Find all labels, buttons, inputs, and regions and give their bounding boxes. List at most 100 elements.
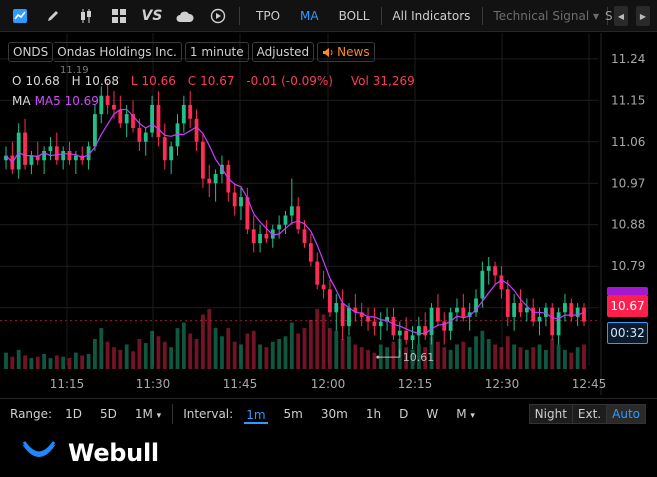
range-1m-dropdown[interactable]: 1M ▾ <box>126 407 170 421</box>
volume-bar <box>315 309 320 369</box>
all-indicators-button[interactable]: All Indicators <box>392 8 471 23</box>
volume-bar <box>512 344 517 369</box>
brand-footer: Webull <box>0 429 657 477</box>
candle-body <box>232 192 237 207</box>
draw-icon[interactable] <box>40 5 66 27</box>
technical-signal-dropdown[interactable]: Technical Signal ▾ <box>483 9 603 23</box>
adjusted-chip[interactable]: Adjusted <box>251 42 315 62</box>
ma-label[interactable]: MA <box>12 94 31 108</box>
candlestick-icon[interactable] <box>73 5 99 27</box>
news-chip[interactable]: News <box>317 42 375 62</box>
candle-body <box>366 316 370 322</box>
candle-body <box>99 95 104 115</box>
volume-bar <box>220 336 224 369</box>
candle-body <box>162 137 167 161</box>
volume-bar <box>486 339 491 369</box>
boll-button[interactable]: BOLL <box>338 8 370 23</box>
candle-body <box>270 229 275 239</box>
candle-body <box>493 266 497 276</box>
interval-w-button[interactable]: W <box>426 406 439 421</box>
candle-body <box>200 141 205 179</box>
volume-bar <box>289 322 294 369</box>
x-tick-label: 11:15 <box>50 377 85 391</box>
volume-bar <box>48 358 53 369</box>
candle-body <box>486 266 491 271</box>
candle-body <box>188 104 193 119</box>
open-label: O <box>12 74 22 88</box>
range-label: Range: <box>10 406 53 421</box>
ma-button[interactable]: MA <box>300 8 319 23</box>
scroll-left-icon[interactable]: ◀ <box>614 6 628 26</box>
candle-body <box>105 95 110 105</box>
candle-body <box>61 151 66 161</box>
volume-bar <box>537 344 542 369</box>
range-5d-button[interactable]: 5D <box>99 406 117 421</box>
ma-readout: MA MA5 10.69 <box>12 94 99 108</box>
candlestick-chart[interactable]: 11.24 11.15 11.06 10.97 10.88 10.79 11:15 11:30… <box>0 33 657 395</box>
interval-chip[interactable]: 1 minute <box>184 42 249 62</box>
range-1m-label: 1M <box>134 406 153 421</box>
volume-bar <box>150 330 154 369</box>
candle-body <box>73 155 78 161</box>
candle-body <box>347 307 351 327</box>
candle-body <box>423 326 428 336</box>
candle-body <box>499 275 504 290</box>
replay-icon[interactable] <box>205 5 231 27</box>
candle-body <box>359 312 364 317</box>
volume-bar <box>162 341 167 369</box>
session-auto-button[interactable]: Auto <box>607 405 645 423</box>
interval-1h-button[interactable]: 1h <box>365 406 382 421</box>
y-tick-label: 10.79 <box>611 259 645 273</box>
weather-icon[interactable] <box>172 5 198 27</box>
x-tick-label: 12:15 <box>398 377 433 391</box>
volume-bar <box>550 339 555 369</box>
volume-bar <box>213 328 218 369</box>
volume-bar <box>67 358 72 369</box>
volume-bar <box>80 355 85 369</box>
toolbar-divider <box>239 6 240 25</box>
chart-type-icon[interactable] <box>7 5 33 27</box>
range-1d-button[interactable]: 1D <box>65 406 82 421</box>
interval-d-button[interactable]: D <box>399 406 409 421</box>
candle-body <box>474 298 478 313</box>
candle-body <box>124 114 129 124</box>
volume-bar <box>410 349 415 369</box>
low-marker-label: 10.61 <box>403 351 435 364</box>
candle-body <box>582 307 586 322</box>
volume-bar <box>264 347 269 369</box>
candle-body <box>143 132 148 142</box>
candle-body <box>131 114 135 128</box>
volume-bar <box>493 344 497 369</box>
candle-body <box>436 307 440 322</box>
symbol-chip[interactable]: ONDS <box>8 42 54 62</box>
candle-body <box>315 261 320 285</box>
layout-icon[interactable] <box>106 5 132 27</box>
candle-body <box>442 321 447 331</box>
volume-bar <box>347 336 351 369</box>
candle-body <box>550 307 555 336</box>
volume-bar <box>232 341 237 369</box>
volume-bar <box>112 347 116 369</box>
candle-body <box>283 215 288 225</box>
candle-body <box>264 233 269 239</box>
interval-5m-button[interactable]: 5m <box>283 406 303 421</box>
range-interval-bar: Range: 1D 5D 1M ▾ Interval: 1m 5m 30m 1h… <box>0 398 657 428</box>
scroll-right-icon[interactable]: ▶ <box>636 6 650 26</box>
candle-body <box>29 155 34 165</box>
volume-bar <box>404 347 409 369</box>
tpo-button[interactable]: TPO <box>256 8 281 23</box>
candle-body <box>93 114 97 147</box>
candle-body <box>67 151 72 161</box>
candle-body <box>467 312 472 317</box>
interval-30m-button[interactable]: 30m <box>320 406 348 421</box>
interval-m-dropdown[interactable]: M ▾ <box>447 407 484 421</box>
session-night-button[interactable]: Night <box>529 405 573 423</box>
volume-bar <box>105 341 110 369</box>
interval-1m-button[interactable]: 1m <box>244 408 268 424</box>
compare-icon[interactable]: VS <box>139 5 165 27</box>
volume-bar <box>308 319 313 369</box>
candle-body <box>296 206 301 230</box>
candle-body <box>340 303 345 327</box>
chart-area[interactable]: 11.24 11.15 11.06 10.97 10.88 10.79 11:15 11:30… <box>0 33 657 395</box>
session-ext-button[interactable]: Ext. <box>572 405 608 423</box>
